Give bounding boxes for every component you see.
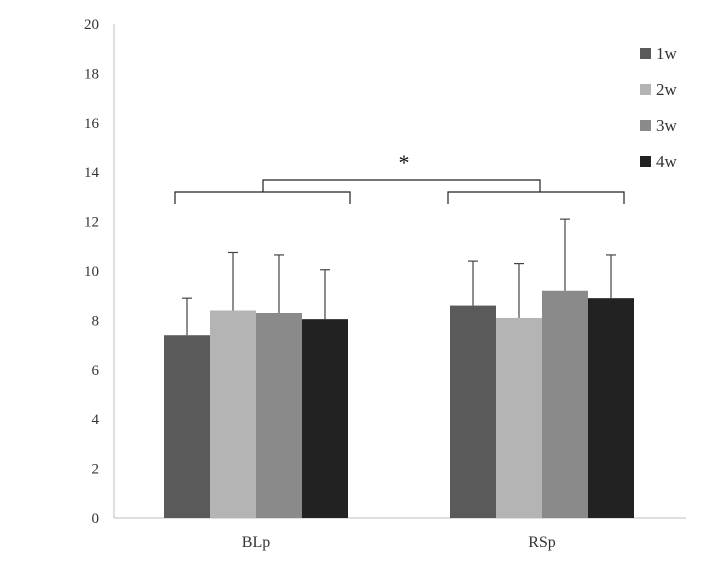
legend-swatch-3w — [640, 120, 651, 131]
bar-rsp-2w — [496, 317, 542, 518]
y-tick-label: 18 — [84, 66, 99, 82]
bar-rsp-1w — [450, 305, 496, 518]
y-tick-label: 8 — [92, 313, 100, 329]
bar-blp-1w — [164, 335, 210, 518]
y-tick-label: 10 — [84, 264, 99, 280]
category-label-blp: BLp — [242, 534, 270, 551]
legend-label-4w: 4w — [656, 152, 678, 171]
error-bars — [182, 218, 616, 336]
y-tick-label: 12 — [84, 215, 99, 231]
bar-blp-2w — [210, 310, 256, 518]
legend-label-2w: 2w — [656, 80, 678, 99]
significance-annotation: * — [174, 150, 625, 204]
significance-bracket-left — [174, 191, 351, 204]
category-labels: BLp RSp — [242, 534, 556, 551]
legend-label-3w: 3w — [656, 116, 678, 135]
legend: 1w 2w 3w 4w — [640, 44, 678, 171]
y-tick-label: 6 — [92, 363, 100, 379]
bar-rsp-3w — [542, 290, 588, 518]
legend-swatch-1w — [640, 48, 651, 59]
bar-blp-4w — [302, 319, 348, 518]
significance-star: * — [399, 150, 410, 175]
bar-blp-3w — [256, 312, 302, 518]
y-tick-labels: 0 2 4 6 8 10 12 14 16 18 20 — [84, 17, 100, 527]
significance-bracket-top — [262, 179, 541, 192]
y-tick-label: 4 — [92, 412, 100, 428]
y-tick-label: 20 — [84, 17, 99, 33]
y-tick-label: 16 — [84, 116, 100, 132]
y-tick-label: 2 — [92, 462, 100, 478]
category-label-rsp: RSp — [528, 534, 556, 551]
legend-swatch-2w — [640, 84, 651, 95]
significance-bracket-right — [447, 191, 625, 204]
bar-rsp-4w — [588, 298, 634, 518]
y-tick-label: 0 — [92, 511, 100, 527]
bars — [164, 290, 634, 518]
legend-label-1w: 1w — [656, 44, 678, 63]
y-tick-label: 14 — [84, 165, 100, 181]
legend-swatch-4w — [640, 156, 651, 167]
